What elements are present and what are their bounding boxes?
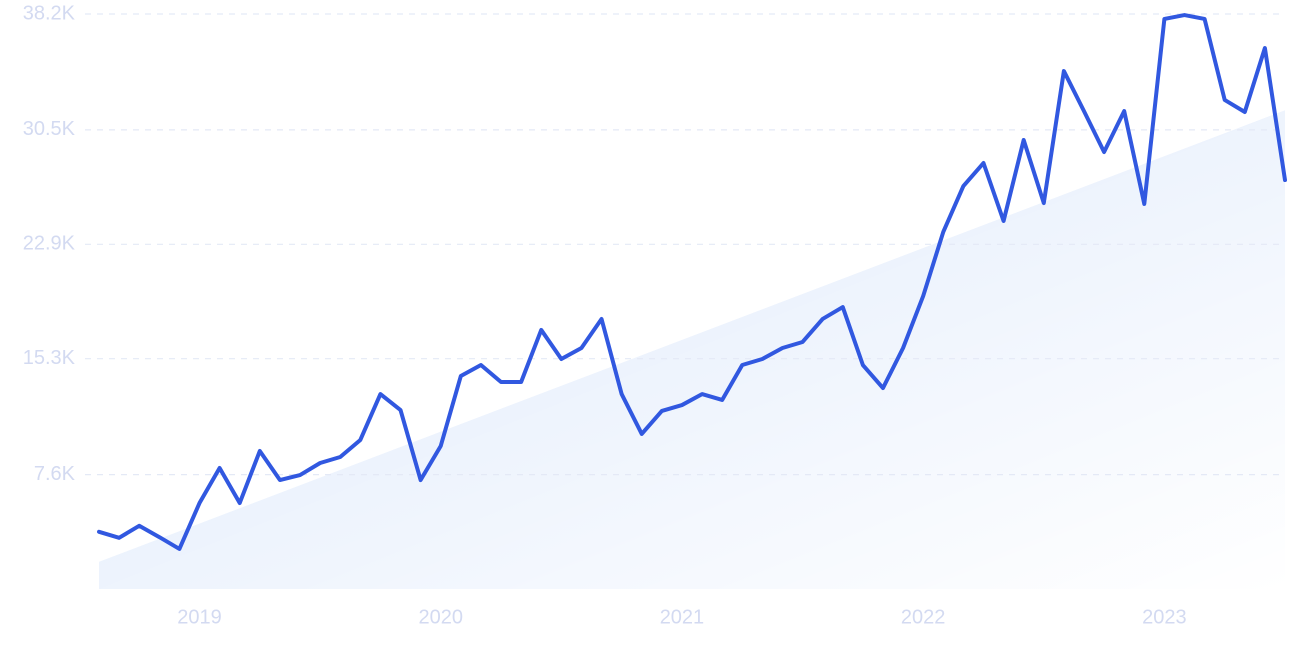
trend-fade [99,110,1285,589]
y-tick-label: 7.6K [34,463,76,485]
x-tick-label: 2022 [901,606,946,628]
y-tick-label: 38.2K [23,2,76,24]
x-tick-label: 2021 [660,606,705,628]
x-tick-label: 2020 [418,606,463,628]
y-tick-label: 30.5K [23,118,76,140]
series-line [97,13,1287,551]
y-tick-label: 22.9K [23,233,76,255]
y-tick-label: 15.3K [23,347,76,369]
x-tick-label: 2019 [177,606,222,628]
x-tick-label: 2023 [1142,606,1187,628]
